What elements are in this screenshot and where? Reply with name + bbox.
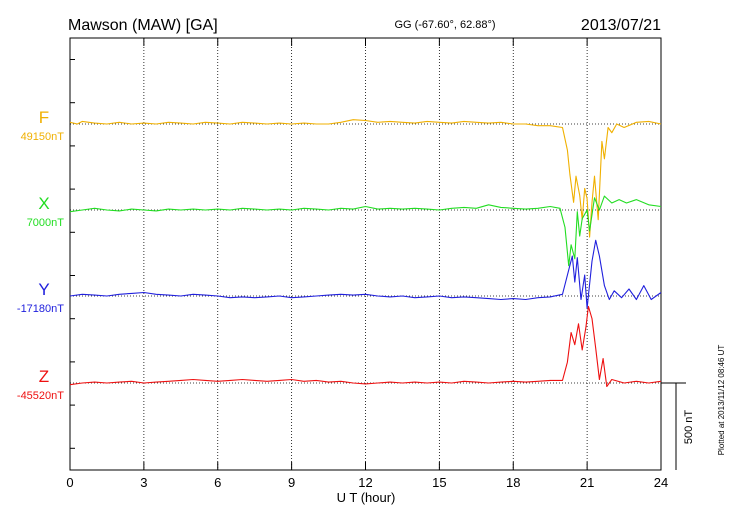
series-baseline-label-z: -45520nT (17, 390, 64, 402)
series-name-y: Y (38, 280, 49, 299)
x-tick-label: 3 (140, 475, 147, 490)
x-tick-label: 9 (288, 475, 295, 490)
x-tick-label: 0 (66, 475, 73, 490)
y-tick-marks (70, 59, 75, 449)
series-line-y (69, 239, 662, 309)
plotted-timestamp: Plotted at 2013/11/12 08:46 UT (717, 345, 726, 456)
series-group: F 49150nT X 7000nT Y -17180nT Z -45520nT (17, 108, 662, 402)
x-axis-label: U T (hour) (337, 490, 396, 505)
series-baseline-label-x: 7000nT (27, 217, 65, 229)
x-tick-label: 24 (654, 475, 668, 490)
station-title: Mawson (MAW) [GA] (68, 17, 218, 34)
series-line-f (69, 119, 662, 238)
series-line-z (69, 305, 662, 388)
x-tick-label: 18 (506, 475, 520, 490)
x-tick-label: 21 (580, 475, 594, 490)
scale-bar: 500 nT (661, 382, 695, 470)
series-name-z: Z (39, 367, 49, 386)
x-tick-label: 6 (214, 475, 221, 490)
grid-lines (143, 38, 588, 470)
series-baseline-label-f: 49150nT (21, 131, 65, 143)
series-name-x: X (38, 194, 49, 213)
x-tick-label: 12 (358, 475, 372, 490)
scale-bar-label: 500 nT (683, 410, 695, 445)
series-name-f: F (39, 108, 49, 127)
plot-date: 2013/07/21 (581, 17, 661, 34)
station-coords: GG (-67.60°, 62.88°) (394, 19, 495, 31)
x-tick-label: 15 (432, 475, 446, 490)
series-line-x (69, 195, 662, 267)
x-ticks: 0 3 6 9 12 15 18 21 24 (66, 38, 668, 490)
series-baseline-label-y: -17180nT (17, 303, 64, 315)
